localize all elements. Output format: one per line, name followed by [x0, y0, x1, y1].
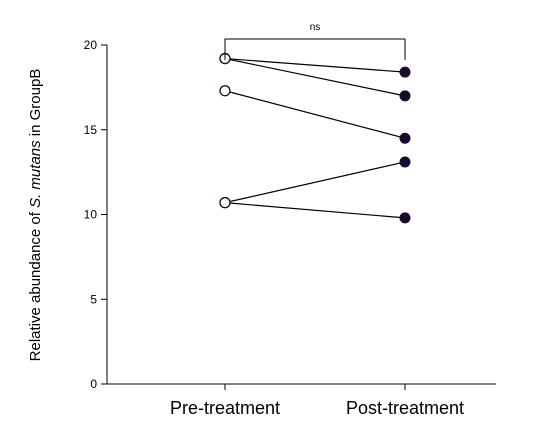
pair-line	[224, 90, 406, 139]
pre-treatment-point	[219, 196, 231, 209]
y-tick-label: 20	[84, 38, 98, 52]
y-tick-label: 0	[90, 377, 97, 391]
post-treatment-point	[399, 66, 411, 78]
post-treatment-point	[399, 156, 411, 168]
y-axis-title-part-1: Relative abundance of	[27, 208, 44, 361]
y-axis-title-part-3: in GroupB	[27, 69, 44, 141]
post-treatment-point	[399, 212, 411, 224]
y-tick-label: 10	[84, 208, 98, 222]
y-tick-label: 15	[84, 123, 98, 137]
pre-treatment-point	[219, 85, 231, 97]
significance-label: ns	[310, 22, 321, 33]
y-axis-title-species: S. mutans	[27, 140, 44, 208]
pair-lines	[224, 57, 406, 219]
y-axis-title: Relative abundance of S. mutans in Group…	[27, 69, 44, 362]
post-treatment-point	[399, 132, 411, 144]
pair-line	[224, 57, 406, 97]
axes: 0 5 10 15 20 Pre-treatment Post-treatment	[84, 38, 496, 418]
pair-line	[224, 202, 406, 219]
x-tick-label-post: Post-treatment	[346, 398, 464, 418]
significance-bracket-line	[224, 38, 406, 60]
y-tick-label: 5	[90, 292, 97, 306]
post-treatment-point	[399, 90, 411, 102]
data-points	[219, 52, 411, 224]
x-tick-label-pre: Pre-treatment	[170, 398, 280, 418]
pair-line	[224, 161, 406, 204]
significance-bracket: ns	[224, 22, 406, 60]
pair-line	[224, 57, 406, 73]
